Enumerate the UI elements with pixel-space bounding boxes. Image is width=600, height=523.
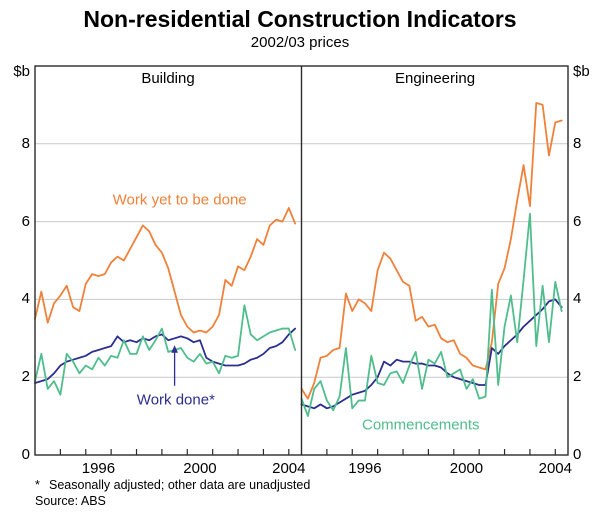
chart-title: Non-residential Construction Indicators [83,6,517,32]
series-line-building-green [34,304,297,396]
y-tick-label-right-6: 6 [573,212,582,230]
y-tick-label-right-2: 2 [573,368,582,386]
series-line-engineering-orange [300,102,563,400]
footnote-text: Seasonally adjusted; other data are unad… [49,478,311,492]
x-tick-label-engineering-2000: 2000 [449,460,484,477]
series-label-work-done: Work done* [136,391,215,409]
x-tick-label-building-2004: 2004 [272,460,306,477]
footnote: * Seasonally adjusted; other data are una… [35,478,310,492]
y-axis-unit-left: $b [13,63,30,80]
series-line-engineering-green [300,212,563,418]
source-note: Source: ABS [35,494,106,508]
series-line-building-orange [34,207,297,334]
x-tick-label-building-2000: 2000 [183,460,217,477]
series-line-building-navy [34,327,297,384]
y-tick-label-right-8: 8 [573,134,582,152]
footnote-asterisk: * [35,478,40,492]
y-tick-label-left-8: 8 [21,134,30,152]
y-tick-label-right-4: 4 [573,290,582,308]
series-label-work-yet-to-be-done: Work yet to be done [112,191,247,209]
y-tick-label-right-0: 0 [573,446,582,463]
x-tick-label-building-1996: 1996 [81,460,116,477]
y-tick-label-left-2: 2 [21,368,30,386]
y-tick-label-left-6: 6 [21,212,30,230]
y-tick-label-left-4: 4 [21,290,30,308]
y-tick-label-left-0: 0 [21,446,30,463]
x-tick-label-engineering-2004: 2004 [538,460,572,477]
chart-subtitle: 2002/03 prices [250,34,350,51]
panel-title-building: Building [141,70,195,87]
annotation-arrow-head [171,345,178,353]
series-label-commencements: Commencements [362,416,480,434]
panel-title-engineering: Engineering [394,70,476,87]
x-tick-label-engineering-1996: 1996 [348,460,382,477]
y-axis-unit-right: $b [573,63,590,80]
